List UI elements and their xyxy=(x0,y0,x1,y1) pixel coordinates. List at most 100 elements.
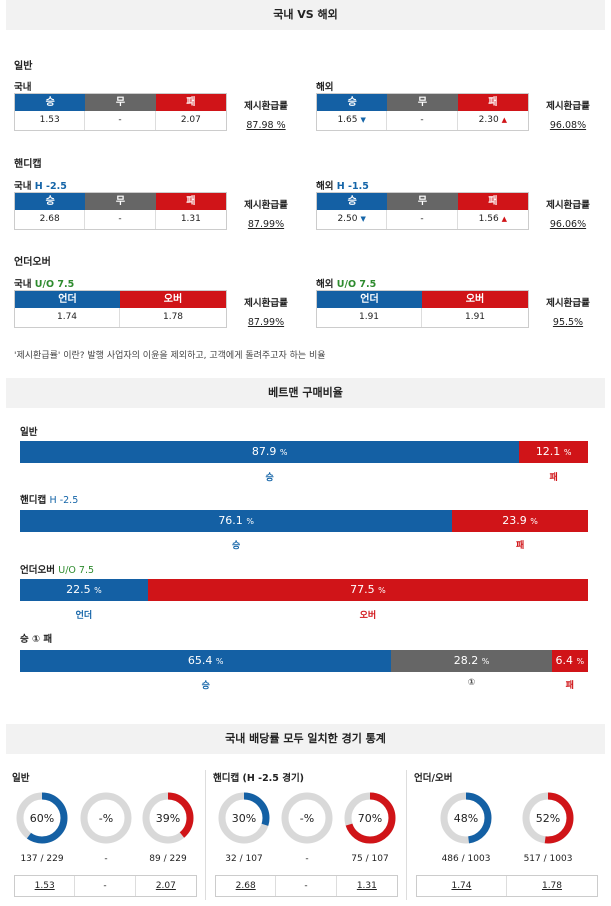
general-domestic-label: 국내 xyxy=(14,82,32,93)
donut-svg: -% xyxy=(80,792,132,844)
general-domestic-payout: 제시환급률 87.98 % xyxy=(232,98,300,131)
bar-segment-lose: 12.1 % xyxy=(519,441,588,463)
odd-draw: - xyxy=(85,210,156,229)
odd-lose-value: 1.56 xyxy=(478,214,499,224)
header-lose: 패 xyxy=(457,193,528,210)
bar-label-win: 승 xyxy=(201,681,210,691)
bar-label-lose: 패 xyxy=(565,681,574,691)
odd-win: 1.53 xyxy=(15,111,86,130)
donut-count: 486 / 1003 xyxy=(441,854,491,864)
header-draw: 무 xyxy=(85,193,156,210)
odd-lose-value: 2.30 xyxy=(478,115,499,125)
underover-overseas-table: 언더 오버 1.91 1.91 xyxy=(316,290,529,328)
betman-handicap-title: 핸디캡 H -2.5 xyxy=(20,492,78,506)
divider xyxy=(205,770,206,900)
donut-pct: 39% xyxy=(156,812,180,825)
label-text: 국내 xyxy=(14,279,32,290)
header-under: 언더 xyxy=(15,291,120,308)
donut-pct: 60% xyxy=(30,812,54,825)
donut-pct: 70% xyxy=(358,812,382,825)
bar-pct: % xyxy=(246,517,254,526)
bar-segment-win: 65.4 % xyxy=(20,650,392,672)
payout-value[interactable]: 96.06% xyxy=(549,219,587,230)
stats-general-odds: 1.53 - 2.07 xyxy=(14,875,197,897)
payout-value[interactable]: 87.99% xyxy=(247,219,285,230)
header-draw: 무 xyxy=(387,193,458,210)
stats-underover-odds: 1.74 1.78 xyxy=(416,875,598,897)
uo-line: U/O 7.5 xyxy=(58,565,95,576)
payout-value[interactable]: 95.5% xyxy=(552,317,584,328)
arrow-up-icon: ▲ xyxy=(501,116,508,124)
bar-value: 22.5 xyxy=(66,583,91,596)
donut-pct: -% xyxy=(300,812,314,825)
handicap-domestic-table: 승 무 패 2.68 - 1.31 xyxy=(14,192,227,230)
section-header-domestic-vs-overseas: 국내 VS 해외 xyxy=(6,0,605,30)
general-title: 일반 xyxy=(14,61,33,72)
header-lose: 패 xyxy=(155,94,226,111)
odd-draw: - xyxy=(75,876,136,896)
handicap-domestic-label: 국내 H -2.5 xyxy=(14,178,67,192)
stats-underover-title: 언더/오버 xyxy=(414,773,453,784)
odd-win: 2.68 xyxy=(15,210,86,229)
handicap-domestic-payout: 제시환급률 87.99% xyxy=(232,197,300,230)
payout-title: 제시환급률 xyxy=(546,200,590,211)
handicap-overseas-label: 해외 H -1.5 xyxy=(316,178,369,192)
header-win: 승 xyxy=(317,193,388,210)
betman-general-title: 일반 xyxy=(20,427,38,438)
donut-count: 137 / 229 xyxy=(20,854,64,864)
underover-overseas-payout: 제시환급률 95.5% xyxy=(534,295,602,328)
title-text: 언더오버 xyxy=(20,565,55,576)
payout-title: 제시환급률 xyxy=(244,298,288,309)
donut-arc xyxy=(218,792,270,844)
bar-segment-over: 77.5 % xyxy=(147,579,588,601)
odd-draw: - xyxy=(85,111,156,130)
donut-handicap-draw: -% xyxy=(281,792,333,844)
odd-win[interactable]: 1.53 xyxy=(15,876,76,896)
header-over: 오버 xyxy=(422,291,528,308)
bar-value: 28.2 xyxy=(453,654,479,667)
stats-handicap-title: 핸디캡 (H -2.5 경기) xyxy=(213,773,305,784)
donut-arc xyxy=(344,792,396,844)
odd-over[interactable]: 1.78 xyxy=(541,881,563,891)
bar-pct: % xyxy=(481,657,490,666)
odd-under[interactable]: 1.74 xyxy=(417,876,507,896)
bar-segment-win: 76.1 % xyxy=(20,510,453,532)
donut-arc xyxy=(522,792,574,844)
bar-label-win: 승 xyxy=(231,541,241,551)
odd-lose[interactable]: 1.31 xyxy=(356,881,377,891)
header-win: 승 xyxy=(15,193,86,210)
handicap-overseas-table: 승 무 패 2.50 ▼ - 1.56 ▲ xyxy=(316,192,529,230)
odd-lose: 2.07 xyxy=(180,115,201,125)
betman-underover-title: 언더오버 U/O 7.5 xyxy=(20,562,94,576)
label-text: 국내 xyxy=(14,181,32,192)
general-overseas-payout: 제시환급률 96.08% xyxy=(534,98,602,131)
donut-svg: 39% xyxy=(142,792,194,844)
donut-pct: -% xyxy=(99,812,113,825)
donut-count: 517 / 1003 xyxy=(523,854,573,864)
odd-win[interactable]: 2.68 xyxy=(216,876,277,896)
underover-title: 언더오버 xyxy=(14,257,51,268)
donut-svg: -% xyxy=(281,792,333,844)
odd-lose[interactable]: 2.07 xyxy=(155,881,176,891)
underover-domestic-table: 언더 오버 1.74 1.78 xyxy=(14,290,227,328)
bar-pct: % xyxy=(378,586,386,595)
bar-label-one: ① xyxy=(467,678,476,688)
header-draw: 무 xyxy=(85,94,156,111)
donut-pct: 52% xyxy=(536,812,560,825)
odd-under: 1.91 xyxy=(317,308,423,327)
betman-underover-bar: 22.5 % 77.5 % xyxy=(20,579,588,601)
label-text: 해외 xyxy=(316,181,334,192)
donut-general-draw: -% xyxy=(80,792,132,844)
odd-win-value: 2.50 xyxy=(337,214,358,224)
donut-count: - xyxy=(305,854,309,864)
divider xyxy=(406,770,407,900)
handicap-title: 핸디캡 xyxy=(14,159,42,170)
donut-general-win: 60% xyxy=(16,792,68,844)
arrow-down-icon: ▼ xyxy=(360,116,366,124)
bar-value: 12.1 xyxy=(535,445,561,458)
payout-title: 제시환급률 xyxy=(546,101,590,112)
payout-value[interactable]: 96.08% xyxy=(549,120,587,131)
donut-count: 89 / 229 xyxy=(149,854,187,864)
payout-value[interactable]: 87.98 % xyxy=(246,120,286,131)
payout-value[interactable]: 87.99% xyxy=(247,317,285,328)
